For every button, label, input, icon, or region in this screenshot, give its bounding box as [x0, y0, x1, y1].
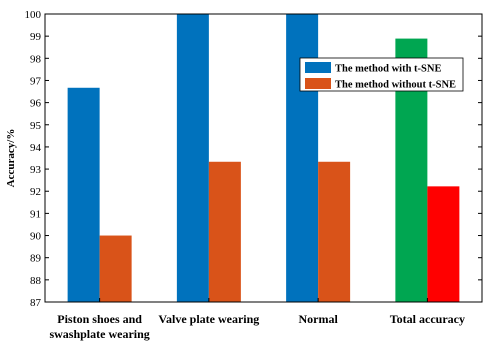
axes-layer	[44, 13, 483, 303]
y-tick-label: 99	[30, 31, 42, 43]
y-tick-label: 97	[30, 75, 42, 87]
legend-swatch	[305, 78, 331, 89]
bar-with-tsne-0	[67, 87, 100, 302]
bar-without-tsne-3	[427, 186, 460, 302]
y-axis-title: Accuracy/%	[5, 129, 17, 188]
legend-swatch	[305, 62, 331, 73]
x-category-label: Piston shoes and	[57, 312, 142, 326]
x-category-label: swashplate wearing	[49, 327, 149, 341]
y-tick-label: 87	[30, 297, 42, 309]
bars-layer	[67, 14, 460, 303]
y-tick-label: 88	[30, 275, 42, 287]
y-ticks-layer: 87 88 89 90 91 92 93 94 95 96 97 98 99 100	[25, 9, 482, 309]
y-tick-label: 95	[30, 120, 42, 132]
legend-entry-label: The method with t-SNE	[335, 64, 441, 75]
x-category-label: Valve plate wearing	[158, 312, 259, 326]
x-category-label: Normal	[298, 312, 338, 326]
y-tick-label: 89	[30, 253, 42, 265]
plot-frame	[44, 13, 483, 303]
y-tick-label: 90	[30, 231, 42, 243]
y-tick-label: 100	[25, 9, 42, 21]
legend-entry-label: The method without t-SNE	[335, 80, 456, 91]
y-tick-label: 93	[30, 164, 42, 176]
y-tick-label: 92	[30, 186, 41, 198]
y-tick-label: 91	[30, 208, 41, 220]
bar-without-tsne-0	[99, 235, 132, 302]
y-tick-label: 98	[30, 53, 42, 65]
bar-without-tsne-2	[318, 161, 351, 302]
x-category-label: Total accuracy	[390, 312, 465, 326]
bar-without-tsne-1	[208, 161, 241, 302]
y-tick-label: 96	[30, 98, 42, 110]
legend: The method with t-SNE The method without …	[299, 57, 464, 92]
y-tick-label: 94	[30, 142, 42, 154]
bar-with-tsne-1	[176, 14, 209, 302]
bar-with-tsne-2	[286, 14, 319, 302]
